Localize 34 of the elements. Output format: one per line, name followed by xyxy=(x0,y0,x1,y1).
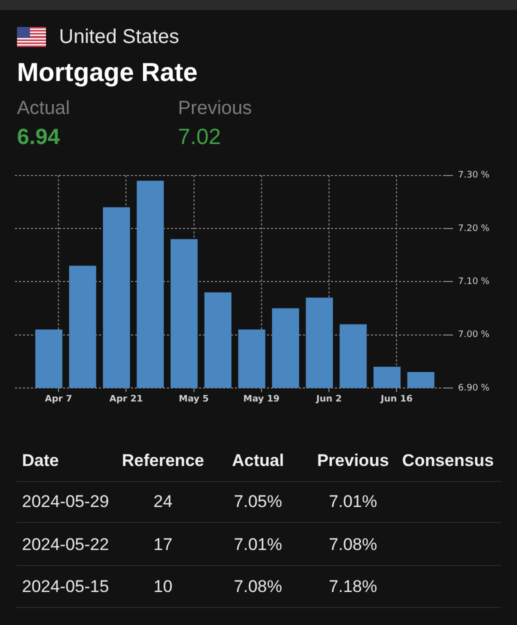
text: Reference xyxy=(120,450,206,472)
text: 10 xyxy=(152,576,174,598)
text: 24 xyxy=(152,491,174,513)
text: Actual xyxy=(231,450,285,472)
text: 2024-05-15 xyxy=(22,576,110,598)
y-tick-label: 7.20 % xyxy=(458,224,490,234)
x-tick-label: May 19 xyxy=(243,394,280,405)
text: 7.01% xyxy=(232,534,284,556)
text: Actual xyxy=(17,98,70,119)
x-tick-label: Apr 7 xyxy=(44,394,72,405)
text: 2024-05-22 xyxy=(22,534,110,556)
x-tick-label: Apr 21 xyxy=(109,394,143,405)
text: 2024-05-29 xyxy=(22,491,110,513)
text: 6.94 xyxy=(17,124,60,149)
chart-title: Mortgage Rate xyxy=(17,57,199,87)
text: Date xyxy=(22,451,59,470)
y-tick-label: 7.30 % xyxy=(458,170,490,181)
y-tick-label: 6.90 % xyxy=(458,383,490,394)
text: Previous xyxy=(178,97,253,121)
text: 7.02 xyxy=(178,123,222,151)
chart-subtitle: United States xyxy=(59,25,180,50)
x-tick-label: May 5 xyxy=(178,394,209,405)
text: 7.05% xyxy=(232,491,284,513)
x-tick-label: Jun 16 xyxy=(380,394,413,405)
y-tick-label: 7.00 % xyxy=(458,330,490,340)
text: 7.08% xyxy=(232,576,284,598)
y-tick-label: 7.10 % xyxy=(458,277,490,288)
text: 7.18% xyxy=(328,576,378,598)
text: 7.01% xyxy=(328,491,378,513)
text: Consensus xyxy=(401,450,495,472)
text: 17 xyxy=(152,534,174,556)
text: Previous xyxy=(317,451,389,470)
text: 7.08% xyxy=(328,534,378,556)
x-tick-label: Jun 2 xyxy=(315,394,342,405)
